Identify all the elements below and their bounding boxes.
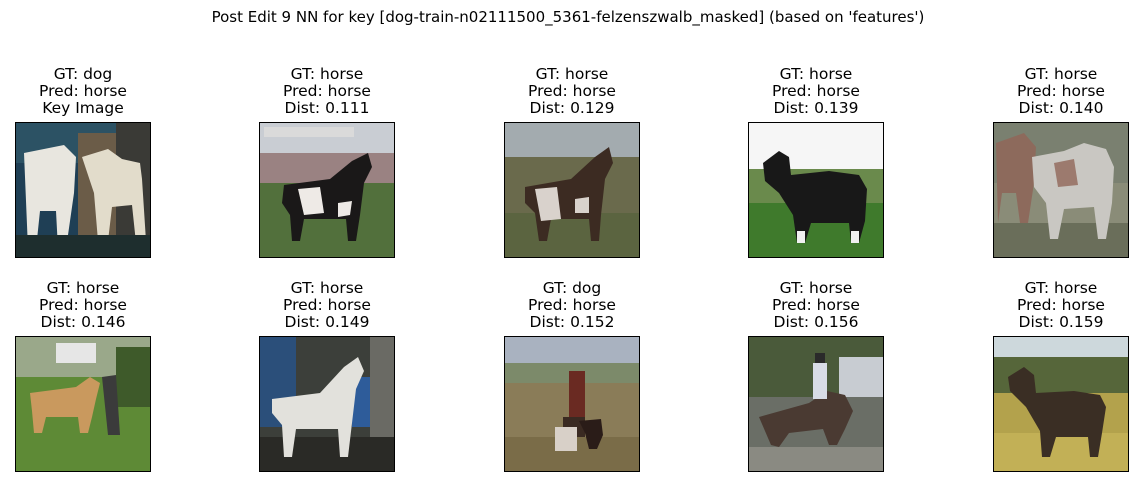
gt-label: GT: dog — [542, 279, 602, 297]
pinto-horse-pasture-image — [505, 123, 639, 257]
gt-label: GT: horse — [46, 279, 120, 297]
panel-caption: GT: horse Pred: horse Dist: 0.111 — [219, 66, 435, 117]
person-with-dog-field-image — [505, 337, 639, 471]
extra-label: Dist: 0.111 — [284, 99, 370, 117]
brown-horse-yellow-field-image — [994, 337, 1128, 471]
extra-label: Dist: 0.146 — [40, 313, 126, 331]
palomino-horse-meadow-image — [16, 337, 150, 471]
gt-label: GT: horse — [1024, 65, 1098, 83]
thumbnail-image — [15, 122, 151, 258]
panel-caption: GT: horse Pred: horse Dist: 0.140 — [953, 66, 1136, 117]
two-white-horses-image — [16, 123, 150, 257]
pred-label: Pred: horse — [39, 296, 127, 314]
thumbnail-image — [259, 122, 395, 258]
thumbnail-image — [15, 336, 151, 472]
pred-label: Pred: horse — [1017, 296, 1105, 314]
extra-label: Dist: 0.159 — [1018, 313, 1104, 331]
gt-label: GT: horse — [290, 279, 364, 297]
rider-on-horse-arena-image — [749, 337, 883, 471]
pred-label: Pred: horse — [1017, 82, 1105, 100]
pred-label: Pred: horse — [772, 296, 860, 314]
pred-label: Pred: horse — [39, 82, 127, 100]
panel-caption: GT: horse Pred: horse Dist: 0.156 — [708, 280, 924, 331]
gt-label: GT: horse — [535, 65, 609, 83]
gt-label: GT: horse — [290, 65, 364, 83]
white-horse-stable-image — [260, 337, 394, 471]
pred-label: Pred: horse — [528, 296, 616, 314]
pinto-horse-field-image — [260, 123, 394, 257]
extra-label: Dist: 0.156 — [773, 313, 859, 331]
panel-caption: GT: dog Pred: horse Key Image — [0, 66, 191, 117]
pred-label: Pred: horse — [283, 296, 371, 314]
panel-caption: GT: horse Pred: horse Dist: 0.129 — [464, 66, 680, 117]
gt-label: GT: horse — [1024, 279, 1098, 297]
black-horse-grass-image — [749, 123, 883, 257]
panel-caption: GT: horse Pred: horse Dist: 0.146 — [0, 280, 191, 331]
thumbnail-image — [504, 122, 640, 258]
thumbnail-image — [259, 336, 395, 472]
extra-label: Dist: 0.139 — [773, 99, 859, 117]
extra-label: Key Image — [42, 99, 124, 117]
extra-label: Dist: 0.149 — [284, 313, 370, 331]
gt-label: GT: dog — [53, 65, 113, 83]
thumbnail-image — [748, 336, 884, 472]
thumbnail-image — [993, 122, 1129, 258]
two-horses-standing-image — [994, 123, 1128, 257]
gt-label: GT: horse — [779, 65, 853, 83]
gt-label: GT: horse — [779, 279, 853, 297]
panel-caption: GT: horse Pred: horse Dist: 0.139 — [708, 66, 924, 117]
panel-caption: GT: horse Pred: horse Dist: 0.149 — [219, 280, 435, 331]
figure-title: Post Edit 9 NN for key [dog-train-n02111… — [211, 8, 925, 26]
pred-label: Pred: horse — [283, 82, 371, 100]
extra-label: Dist: 0.129 — [529, 99, 615, 117]
pred-label: Pred: horse — [772, 82, 860, 100]
panel-caption: GT: dog Pred: horse Dist: 0.152 — [464, 280, 680, 331]
extra-label: Dist: 0.152 — [529, 313, 615, 331]
pred-label: Pred: horse — [528, 82, 616, 100]
thumbnail-image — [993, 336, 1129, 472]
thumbnail-image — [748, 122, 884, 258]
thumbnail-image — [504, 336, 640, 472]
extra-label: Dist: 0.140 — [1018, 99, 1104, 117]
panel-caption: GT: horse Pred: horse Dist: 0.159 — [953, 280, 1136, 331]
